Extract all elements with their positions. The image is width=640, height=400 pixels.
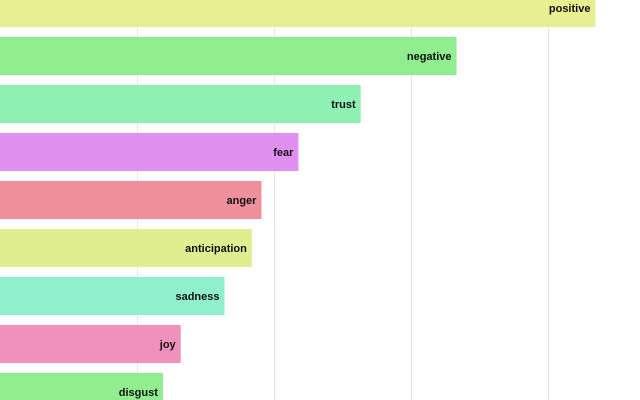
bar-label-trust: trust xyxy=(331,99,356,111)
bar-label-sadness: sadness xyxy=(175,291,219,303)
bar-anger[interactable] xyxy=(0,181,262,219)
bar-label-negative: negative xyxy=(407,51,452,63)
bar-labels: positive negative trust fear anger anticipati… xyxy=(119,3,591,399)
bar-positive[interactable] xyxy=(0,0,596,27)
bars xyxy=(0,0,596,400)
bar-fear[interactable] xyxy=(0,133,299,171)
bar-label-joy: joy xyxy=(159,339,177,351)
bar-joy[interactable] xyxy=(0,325,181,363)
bar-negative[interactable] xyxy=(0,37,457,75)
bar-label-anger: anger xyxy=(226,195,257,207)
bar-label-anticipation: anticipation xyxy=(185,243,247,255)
bar-trust[interactable] xyxy=(0,85,361,123)
bar-label-fear: fear xyxy=(273,147,294,159)
bar-anticipation[interactable] xyxy=(0,229,252,267)
bar-sadness[interactable] xyxy=(0,277,225,315)
bar-label-positive: positive xyxy=(549,3,591,15)
bar-label-disgust: disgust xyxy=(119,387,158,399)
bar-disgust[interactable] xyxy=(0,373,163,400)
